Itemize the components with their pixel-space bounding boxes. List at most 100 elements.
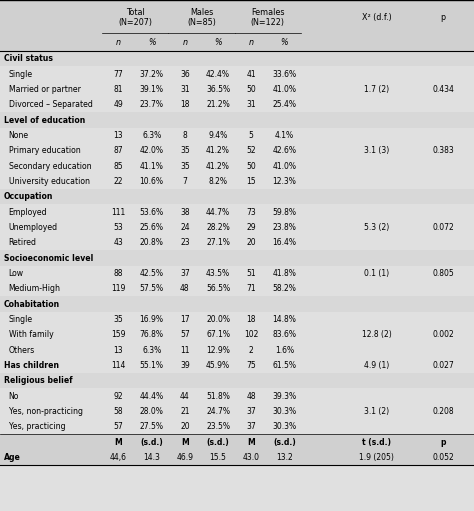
Text: 59.8%: 59.8% xyxy=(273,207,296,217)
Text: 13: 13 xyxy=(114,131,123,140)
Text: 7: 7 xyxy=(182,177,187,186)
Text: 85: 85 xyxy=(114,161,123,171)
Text: 41.0%: 41.0% xyxy=(273,85,296,94)
Text: Single: Single xyxy=(9,69,33,79)
Text: 0.002: 0.002 xyxy=(432,330,454,339)
Text: 52: 52 xyxy=(246,146,256,155)
Text: Age: Age xyxy=(4,453,21,462)
Text: 42.0%: 42.0% xyxy=(140,146,164,155)
Text: Civil status: Civil status xyxy=(4,54,53,63)
Text: M: M xyxy=(247,437,255,447)
Text: 102: 102 xyxy=(244,330,258,339)
Text: 12.3%: 12.3% xyxy=(273,177,296,186)
Text: 41.8%: 41.8% xyxy=(273,269,296,278)
Bar xyxy=(0,450,474,465)
Text: 1.7 (2): 1.7 (2) xyxy=(364,85,390,94)
Text: 16.4%: 16.4% xyxy=(273,238,296,247)
Text: 30.3%: 30.3% xyxy=(273,407,296,416)
Text: 10.6%: 10.6% xyxy=(140,177,164,186)
Text: Primary education: Primary education xyxy=(9,146,80,155)
Text: Employed: Employed xyxy=(9,207,47,217)
Text: 0.052: 0.052 xyxy=(432,453,454,462)
Text: 48: 48 xyxy=(180,284,190,293)
Text: 14.3: 14.3 xyxy=(143,453,160,462)
Text: 71: 71 xyxy=(246,284,256,293)
Text: t (s.d.): t (s.d.) xyxy=(362,437,392,447)
Text: 25.4%: 25.4% xyxy=(273,100,296,109)
Text: 9.4%: 9.4% xyxy=(209,131,228,140)
Text: 37: 37 xyxy=(180,269,190,278)
Text: 41.1%: 41.1% xyxy=(140,161,164,171)
Text: 23: 23 xyxy=(180,238,190,247)
Text: 8.2%: 8.2% xyxy=(209,177,228,186)
Bar xyxy=(0,189,474,204)
Text: 0.027: 0.027 xyxy=(432,361,454,370)
Text: 23.7%: 23.7% xyxy=(140,100,164,109)
Text: 0.072: 0.072 xyxy=(432,223,454,232)
Text: 37: 37 xyxy=(246,422,256,431)
Text: 12.8 (2): 12.8 (2) xyxy=(362,330,392,339)
Text: 42.4%: 42.4% xyxy=(206,69,230,79)
Text: No: No xyxy=(9,391,19,401)
Text: Unemployed: Unemployed xyxy=(9,223,58,232)
Text: n: n xyxy=(182,38,187,48)
Text: 28.2%: 28.2% xyxy=(206,223,230,232)
Text: 51.8%: 51.8% xyxy=(206,391,230,401)
Text: 67.1%: 67.1% xyxy=(206,330,230,339)
Text: 20: 20 xyxy=(246,238,256,247)
Text: 38: 38 xyxy=(180,207,190,217)
Text: 41.2%: 41.2% xyxy=(206,161,230,171)
Bar xyxy=(0,434,474,450)
Text: 41.0%: 41.0% xyxy=(273,161,296,171)
Text: 57: 57 xyxy=(180,330,190,339)
Text: 12.9%: 12.9% xyxy=(206,345,230,355)
Text: 21.2%: 21.2% xyxy=(206,100,230,109)
Text: %: % xyxy=(214,38,222,48)
Text: 45.9%: 45.9% xyxy=(206,361,230,370)
Text: 75: 75 xyxy=(246,361,256,370)
Text: 6.3%: 6.3% xyxy=(142,345,161,355)
Text: 5.3 (2): 5.3 (2) xyxy=(364,223,390,232)
Text: 15: 15 xyxy=(246,177,256,186)
Text: 0.805: 0.805 xyxy=(432,269,454,278)
Text: 76.8%: 76.8% xyxy=(140,330,164,339)
Text: 58: 58 xyxy=(114,407,123,416)
Text: 50: 50 xyxy=(246,161,256,171)
Text: 17: 17 xyxy=(180,315,190,324)
Text: 14.8%: 14.8% xyxy=(273,315,296,324)
Text: 83.6%: 83.6% xyxy=(273,330,296,339)
Text: 37.2%: 37.2% xyxy=(140,69,164,79)
Text: 29: 29 xyxy=(246,223,256,232)
Text: 73: 73 xyxy=(246,207,256,217)
Text: With family: With family xyxy=(9,330,53,339)
Text: p: p xyxy=(441,13,446,22)
Text: 159: 159 xyxy=(111,330,126,339)
Text: 43.0: 43.0 xyxy=(243,453,260,462)
Text: 0.434: 0.434 xyxy=(432,85,454,94)
Text: 23.8%: 23.8% xyxy=(273,223,296,232)
Text: 42.6%: 42.6% xyxy=(273,146,296,155)
Text: Married or partner: Married or partner xyxy=(9,85,81,94)
Text: None: None xyxy=(9,131,28,140)
Text: Socioeconomic level: Socioeconomic level xyxy=(4,253,93,263)
Text: 5: 5 xyxy=(249,131,254,140)
Text: X² (d.f.): X² (d.f.) xyxy=(362,13,392,22)
Text: Single: Single xyxy=(9,315,33,324)
Text: 55.1%: 55.1% xyxy=(140,361,164,370)
Text: 23.5%: 23.5% xyxy=(206,422,230,431)
Text: 0.383: 0.383 xyxy=(432,146,454,155)
Text: Occupation: Occupation xyxy=(4,192,53,201)
Text: 58.2%: 58.2% xyxy=(273,284,296,293)
Text: 114: 114 xyxy=(111,361,126,370)
Text: 20.8%: 20.8% xyxy=(140,238,164,247)
Text: 44: 44 xyxy=(180,391,190,401)
Text: 92: 92 xyxy=(114,391,123,401)
Text: 35: 35 xyxy=(180,161,190,171)
Text: 48: 48 xyxy=(246,391,256,401)
Text: 77: 77 xyxy=(114,69,123,79)
Text: Level of education: Level of education xyxy=(4,115,85,125)
Bar xyxy=(0,0,474,51)
Text: 18: 18 xyxy=(246,315,256,324)
Text: Religious belief: Religious belief xyxy=(4,376,73,385)
Text: 36: 36 xyxy=(180,69,190,79)
